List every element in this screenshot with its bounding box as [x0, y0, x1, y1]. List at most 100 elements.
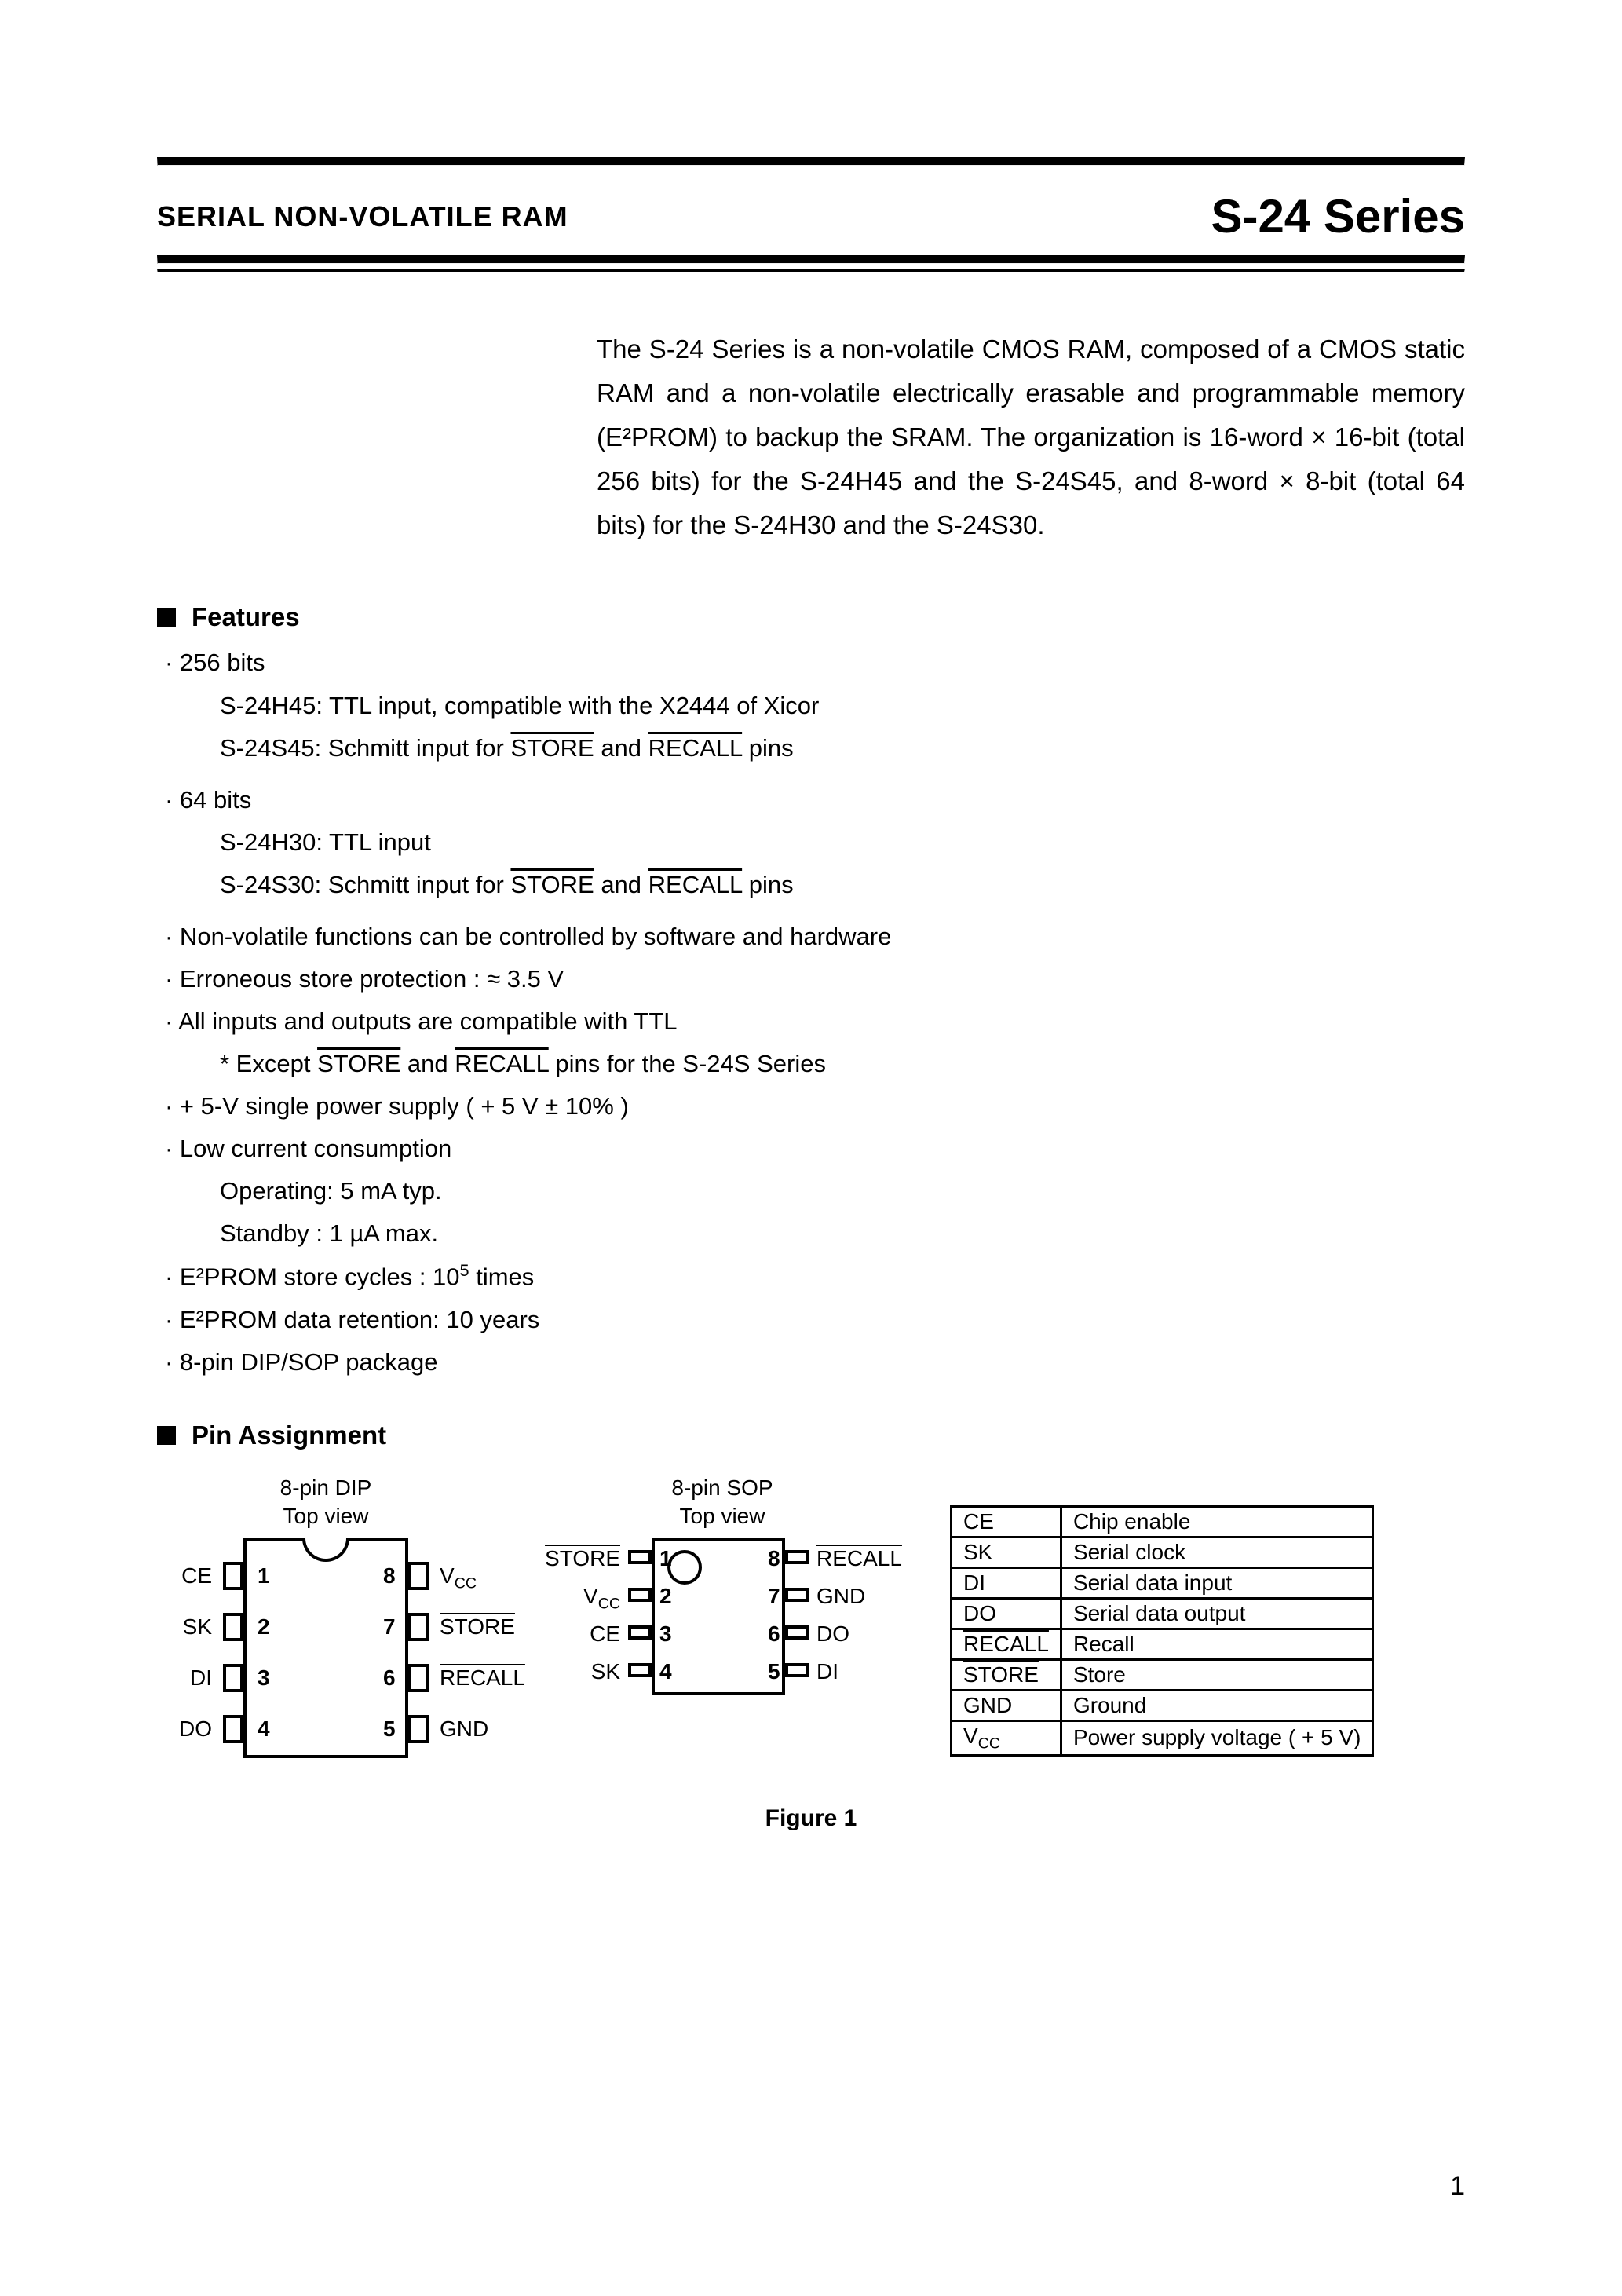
sop-pin-num: 4	[659, 1659, 672, 1684]
t: · E²PROM store cycles : 10	[165, 1263, 460, 1290]
dip-pin-num: 1	[258, 1563, 270, 1589]
table-row: RECALLRecall	[952, 1629, 1373, 1659]
feat-ret: · E²PROM data retention: 10 years	[165, 1301, 1465, 1339]
sop-pin-label: DI	[816, 1659, 838, 1684]
page-number: 1	[1450, 2171, 1465, 2202]
dip-pin-num: 7	[383, 1614, 396, 1640]
dip-pin-num: 4	[258, 1717, 270, 1742]
dip-pin-label: CE	[181, 1563, 212, 1589]
pin-name: STORE	[952, 1659, 1061, 1690]
features-title: Features	[192, 602, 300, 632]
t: and	[400, 1050, 455, 1077]
feat-err: · Erroneous store protection : ≈ 3.5 V	[165, 960, 1465, 998]
pin-table: CEChip enableSKSerial clockDISerial data…	[950, 1505, 1374, 1757]
pin-desc: Serial clock	[1061, 1537, 1373, 1567]
pin-name: RECALL	[952, 1629, 1061, 1659]
square-bullet-icon	[157, 608, 176, 627]
sop-pin-label: STORE	[545, 1546, 620, 1571]
table-row: DOSerial data output	[952, 1598, 1373, 1629]
pin-name: DO	[952, 1598, 1061, 1629]
sop-pin-label: GND	[816, 1584, 865, 1609]
sop-pin-num: 8	[768, 1546, 780, 1571]
pin-desc: Store	[1061, 1659, 1373, 1690]
sop-pin-icon	[785, 1663, 809, 1677]
dip-pin-icon	[408, 1715, 429, 1743]
t: 5	[460, 1260, 469, 1280]
t: pins	[742, 734, 793, 762]
feat-256b: S-24S45: Schmitt input for STORE and REC…	[220, 729, 1465, 767]
rule-top-thick	[157, 157, 1465, 166]
feat-cycles: · E²PROM store cycles : 105 times	[165, 1257, 1465, 1296]
pin-name: VCC	[952, 1720, 1061, 1756]
table-row: DISerial data input	[952, 1567, 1373, 1598]
dip-drawing: 1CE2SK3DI4DO 8VCC7STORE6RECALL5GND	[157, 1538, 495, 1758]
dip-pin-icon	[223, 1562, 243, 1590]
square-bullet-icon	[157, 1426, 176, 1445]
dip-pin-icon	[408, 1664, 429, 1692]
t: Top view	[283, 1504, 369, 1528]
pin-desc: Power supply voltage ( + 5 V)	[1061, 1720, 1373, 1756]
pin-name: SK	[952, 1537, 1061, 1567]
dip-pin-icon	[223, 1664, 243, 1692]
sop-pin-num: 6	[768, 1621, 780, 1647]
sop-pin-icon	[785, 1550, 809, 1564]
sop-pin-icon	[628, 1588, 652, 1602]
t: RECALL	[455, 1050, 548, 1077]
sop-title: 8-pin SOP Top view	[671, 1474, 773, 1531]
t: STORE	[317, 1050, 400, 1077]
dip-pin-num: 3	[258, 1665, 270, 1691]
feat-64b: S-24S30: Schmitt input for STORE and REC…	[220, 866, 1465, 904]
t: * Except	[220, 1050, 317, 1077]
feat-nv: · Non-volatile functions can be controll…	[165, 918, 1465, 956]
dip-pin-label: SK	[183, 1614, 212, 1640]
dip-pin-icon	[408, 1613, 429, 1641]
pin-desc: Recall	[1061, 1629, 1373, 1659]
datasheet-page: SERIAL NON-VOLATILE RAM S-24 Series The …	[0, 0, 1622, 2296]
dip-package: 8-pin DIP Top view 1CE2SK3DI4DO 8VCC7STO…	[157, 1474, 495, 1759]
t: S-24S30: Schmitt input for	[220, 871, 510, 898]
pin-name: DI	[952, 1567, 1061, 1598]
features-list: · 256 bits S-24H45: TTL input, compatibl…	[165, 644, 1465, 1380]
sop-pin-num: 7	[768, 1584, 780, 1609]
sop-pin-label: VCC	[583, 1584, 620, 1614]
sop-pin-label: CE	[590, 1621, 620, 1647]
t: times	[469, 1263, 535, 1290]
table-row: VCCPower supply voltage ( + 5 V)	[952, 1720, 1373, 1756]
pin-desc: Serial data output	[1061, 1598, 1373, 1629]
feat-ttl: · All inputs and outputs are compatible …	[165, 1003, 1465, 1040]
sop-pin-icon	[628, 1663, 652, 1677]
t: RECALL	[648, 734, 742, 762]
sop-pin-icon	[628, 1625, 652, 1640]
sop-pin-label: DO	[816, 1621, 849, 1647]
dip-pin-num: 5	[383, 1717, 396, 1742]
dip-notch-icon	[302, 1538, 349, 1562]
feat-256a: S-24H45: TTL input, compatible with the …	[220, 687, 1465, 725]
t: 8-pin SOP	[671, 1475, 773, 1500]
pin-name: GND	[952, 1690, 1061, 1720]
t: STORE	[510, 734, 594, 762]
dip-pin-num: 8	[383, 1563, 396, 1589]
t: RECALL	[648, 871, 742, 898]
t: pins	[742, 871, 793, 898]
pin-area: 8-pin DIP Top view 1 CE 2 SK 3 DI 4 DO 8 VCC 7 STO…	[157, 1474, 1465, 1759]
sop-pin-num: 2	[659, 1584, 672, 1609]
sop-pin-label: SK	[591, 1659, 620, 1684]
dip-pin-num: 6	[383, 1665, 396, 1691]
header-right: S-24 Series	[1211, 189, 1465, 243]
pin-desc: Ground	[1061, 1690, 1373, 1720]
dip-pin-icon	[408, 1562, 429, 1590]
dip-pin-icon	[223, 1613, 243, 1641]
dip-title: 8-pin DIP Top view	[280, 1474, 372, 1531]
sop-pin-num: 1	[659, 1546, 672, 1571]
feat-low-b: Standby : 1 µA max.	[220, 1215, 1465, 1252]
feat-low-a: Operating: 5 mA typ.	[220, 1172, 1465, 1210]
feat-low: · Low current consumption	[165, 1130, 1465, 1168]
t: 8-pin DIP	[280, 1475, 372, 1500]
intro-paragraph: The S-24 Series is a non-volatile CMOS R…	[597, 327, 1465, 547]
sop-package: 8-pin SOP Top view 1STORE2VCC3CE4SK 8REC…	[542, 1474, 903, 1712]
header-row: SERIAL NON-VOLATILE RAM S-24 Series	[157, 166, 1465, 255]
sop-pin-num: 5	[768, 1659, 780, 1684]
header-left: SERIAL NON-VOLATILE RAM	[157, 200, 568, 233]
table-row: STOREStore	[952, 1659, 1373, 1690]
table-row: CEChip enable	[952, 1506, 1373, 1537]
